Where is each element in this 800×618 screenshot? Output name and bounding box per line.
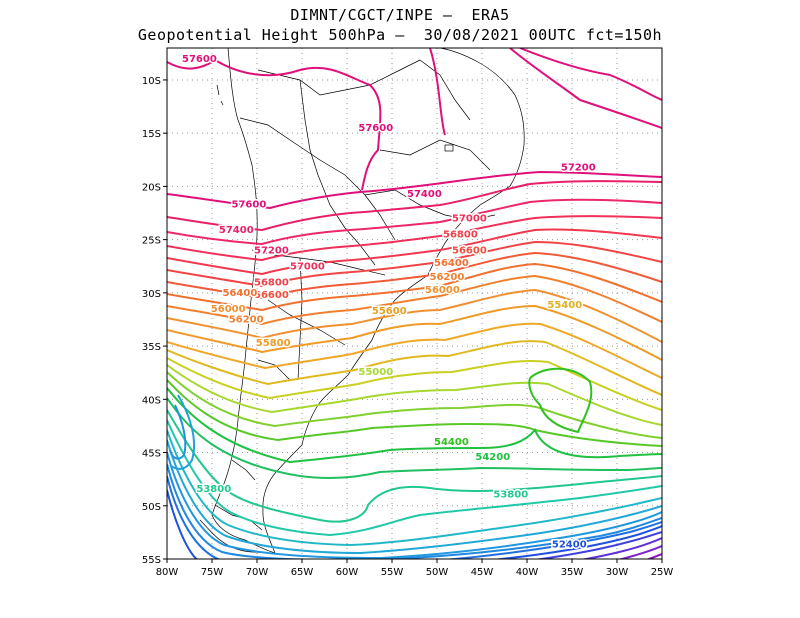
contour-line — [167, 409, 662, 523]
contour-line — [169, 394, 196, 470]
contour-label: 54400 — [434, 437, 469, 448]
contour-label: 55800 — [256, 338, 291, 349]
contour-line — [169, 404, 187, 460]
contour-label: 57600 — [232, 200, 267, 211]
contour-line — [534, 531, 662, 559]
x-tick-label: 35W — [561, 567, 584, 578]
contour-label: 53800 — [493, 489, 528, 500]
contour-label: 56400 — [434, 258, 469, 269]
contour-label: 54200 — [475, 452, 510, 463]
contour-line — [167, 228, 662, 276]
contour-line — [167, 262, 662, 312]
contour-line — [167, 379, 662, 447]
contour-label: 57600 — [358, 123, 393, 134]
contour-line — [167, 357, 662, 411]
y-tick-label: 35S — [142, 342, 161, 353]
contour-line — [167, 397, 662, 480]
contour-line — [167, 439, 662, 555]
contour-label: 57000 — [290, 261, 325, 272]
contour-line — [167, 340, 662, 396]
contour-line — [167, 371, 662, 439]
x-tick-label: 50W — [426, 567, 449, 578]
contour-line — [167, 429, 662, 547]
contour-label: 57000 — [452, 214, 487, 225]
y-tick-label: 10S — [142, 76, 161, 87]
contour-label: 57200 — [561, 162, 596, 173]
x-tick-label: 75W — [201, 567, 224, 578]
contour-label: 57200 — [254, 245, 289, 256]
axis-ticks: 80W 75W 70W 65W 60W 55W 50W 45W 40W 35W 30W 25W 10S 1… — [142, 76, 673, 578]
y-tick-label: 30S — [142, 289, 161, 300]
x-tick-label: 55W — [381, 567, 404, 578]
y-tick-label: 40S — [142, 395, 161, 406]
contour-label: 56000 — [425, 285, 460, 296]
contour-line — [167, 274, 662, 326]
x-tick-label: 45W — [471, 567, 494, 578]
contour-label: 56200 — [430, 272, 465, 283]
contour-line — [167, 215, 662, 262]
contour-label: 52400 — [552, 539, 587, 550]
y-tick-label: 25S — [142, 236, 161, 247]
contour-line — [167, 387, 662, 464]
contour-line — [581, 537, 662, 559]
contour-line — [167, 364, 662, 426]
contour-line — [167, 288, 662, 343]
contour-label: 56800 — [443, 229, 478, 240]
contour-labels: 5760057600572005740057600574005700056800… — [181, 52, 598, 551]
x-tick-label: 30W — [606, 567, 629, 578]
contour-line — [617, 545, 662, 559]
contour-label: 57600 — [182, 54, 217, 65]
contour-label: 55400 — [547, 300, 582, 311]
contour-label: 55000 — [358, 367, 393, 378]
contour-label: 56800 — [254, 277, 289, 288]
contour-line — [528, 367, 593, 434]
contour-line — [167, 489, 662, 559]
y-tick-label: 50S — [142, 502, 161, 513]
contour-label: 57400 — [219, 225, 254, 236]
contour-line — [167, 419, 662, 537]
contour-label: 56600 — [254, 290, 289, 301]
contour-line — [167, 48, 662, 191]
contour-label: 56600 — [452, 245, 487, 256]
y-tick-label: 20S — [142, 182, 161, 193]
map-title: DIMNT/CGCT/INPE – ERA5 — [290, 6, 510, 24]
coastlines — [199, 48, 525, 554]
map-subtitle: Geopotential Height 500hPa – 30/08/2021 … — [137, 26, 663, 44]
x-tick-label: 80W — [156, 567, 179, 578]
contour-line — [167, 451, 662, 559]
contour-label: 56000 — [211, 304, 246, 315]
contour-line — [167, 463, 662, 559]
contour-line — [646, 553, 662, 559]
contour-label: 57400 — [407, 189, 442, 200]
contour-label: 56200 — [229, 315, 264, 326]
contour-line — [167, 240, 662, 288]
x-tick-label: 70W — [246, 567, 269, 578]
contour-line — [167, 180, 662, 232]
contour-line — [167, 322, 662, 379]
contour-line — [167, 304, 662, 361]
contour-line — [167, 48, 662, 210]
x-tick-label: 60W — [336, 567, 359, 578]
x-tick-label: 65W — [291, 567, 314, 578]
contour-line — [167, 475, 662, 559]
x-tick-label: 40W — [516, 567, 539, 578]
height-contours — [167, 48, 662, 559]
y-tick-label: 45S — [142, 449, 161, 460]
y-tick-label: 15S — [142, 129, 161, 140]
plot-frame — [166, 47, 663, 560]
contour-label: 55600 — [372, 306, 407, 317]
contour-line — [167, 198, 662, 246]
contour-label: 53800 — [196, 484, 231, 495]
contour-line — [167, 251, 662, 300]
x-tick-label: 25W — [651, 567, 674, 578]
y-tick-label: 55S — [142, 555, 161, 566]
contour-label: 56400 — [223, 288, 258, 299]
